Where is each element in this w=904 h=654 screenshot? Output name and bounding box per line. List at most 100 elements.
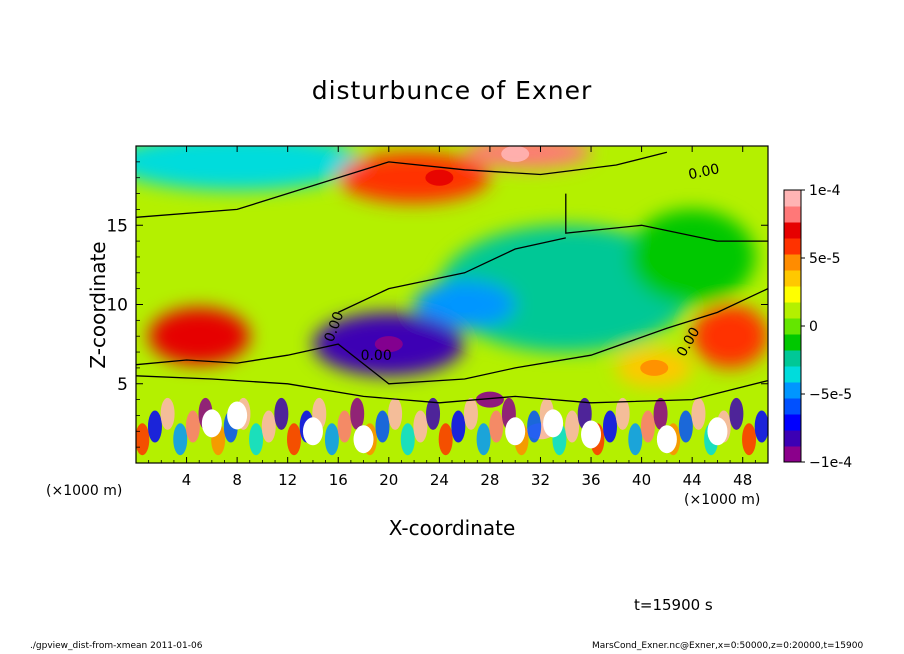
feature-point-1 [374,336,403,353]
surface-cell-41 [653,397,668,430]
surface-extreme-6 [581,420,602,449]
x-tick-label-2: 12 [278,471,297,489]
feature-point-6 [716,328,745,345]
feature-point-9 [475,391,504,408]
surface-cell-24 [438,423,453,456]
x-tick-label-9: 40 [632,471,651,489]
colorbar-segment-1 [784,430,801,447]
surface-extreme-2 [302,417,323,446]
surface-extreme-3 [353,425,374,454]
surface-cell-20 [388,397,403,430]
y-ticks: 5 10 15 [106,161,768,448]
surface-cell-4 [185,410,200,443]
surface-extreme-8 [707,417,728,446]
x-unit-label-left: (×1000 m) [46,483,123,499]
contour-label-0: 0.00 [687,161,721,183]
colorbar-segment-8 [784,318,801,335]
surface-cell-37 [603,410,617,443]
surface-cell-10 [261,410,276,443]
surface-extreme-0 [201,409,222,438]
time-annotation: t=15900 s [634,596,713,614]
surface-cell-19 [375,410,390,443]
surface-cell-16 [337,410,352,443]
colorbar-tick-label-4: −1e-4 [809,455,852,471]
y-tick-label-1: 10 [106,296,128,316]
contour-line-3 [136,288,768,385]
surface-cell-48 [742,423,757,456]
y-tick-label-2: 15 [106,216,128,236]
y-tick-label-0: 5 [117,375,128,395]
heatmap-region-5 [628,209,756,305]
colorbar-segment-14 [784,222,801,239]
surface-cell-12 [287,423,301,456]
contour-label-1: 0.00 [361,348,392,364]
surface-cell-0 [136,423,150,456]
x-tick-label-10: 44 [683,471,702,489]
colorbar-segment-7 [784,334,801,351]
x-unit-label-right: (×1000 m) [684,492,761,508]
surface-cell-40 [640,410,655,443]
x-ticks: 4 8 12 16 20 24 28 32 36 40 44 48 [148,146,756,489]
chart-title: disturbunce of Exner [311,76,593,105]
x-tick-label-7: 32 [531,471,550,489]
colorbar-tick-label-2: 0 [809,319,818,335]
contour-labels: 0.000.000.00 0.00 [322,161,721,364]
surface-cell-1 [147,410,162,443]
colorbar-segment-5 [784,366,801,383]
surface-cell-15 [324,423,339,456]
colorbar-segment-0 [784,446,801,463]
x-tick-label-6: 28 [480,471,499,489]
x-tick-label-0: 4 [182,471,192,489]
surface-cell-9 [249,423,264,456]
colorbar-segment-6 [784,350,801,367]
colorbar-tick-label-1: 5e-5 [809,251,840,267]
contour-line-2 [337,237,566,313]
colorbar-segment-2 [784,414,801,431]
surface-cell-39 [628,423,643,456]
surface-cell-49 [754,410,768,443]
colorbar-segment-4 [784,382,801,399]
x-tick-label-1: 8 [232,471,242,489]
feature-point-2 [450,296,479,313]
surface-cell-44 [691,397,706,430]
colorbar-segment-11 [784,270,801,287]
surface-cell-23 [426,397,441,430]
colorbar-segment-15 [784,206,801,223]
surface-extreme-1 [227,401,248,430]
colorbar-segment-3 [784,398,801,415]
surface-band [136,397,768,456]
contour-line-1 [565,193,768,242]
colorbar-segment-13 [784,238,801,255]
surface-cell-22 [413,410,428,443]
surface-cell-31 [527,410,542,443]
footer-right: MarsCond_Exner.nc@Exner,x=0:50000,z=0:20… [592,641,864,651]
contour-line-4 [136,375,768,404]
surface-cell-47 [729,397,744,430]
x-axis-label-text: X-coordinate [388,516,516,540]
x-axis-label: X-coordinate [0,516,904,540]
surface-cell-2 [160,397,175,430]
feature-point-3 [425,169,454,186]
surface-cell-34 [565,410,580,443]
surface-cell-43 [678,410,693,443]
contour-line-0 [136,151,668,218]
x-tick-label-5: 24 [430,471,449,489]
surface-cell-25 [451,410,466,443]
colorbar-segment-16 [784,190,801,207]
heatmap-area [136,146,768,463]
feature-point-7 [640,359,669,376]
heatmap-blobs [136,146,768,387]
surface-cell-21 [400,423,415,456]
colorbar-tick-label-3: −5e-5 [809,387,852,403]
colorbar-segment-12 [784,254,801,271]
x-tick-label-8: 36 [581,471,600,489]
colorbar: 1e-4 5e-5 0 −5e-5 −1e-4 [783,183,852,471]
x-tick-label-4: 20 [379,471,398,489]
footer-left: ./gpview_dist-from-xmean 2011-01-06 [30,641,203,651]
feature-point-4 [501,146,530,162]
x-tick-label-11: 48 [733,471,752,489]
colorbar-segment-9 [784,302,801,319]
colorbar-segment-10 [784,286,801,303]
surface-extreme-7 [656,425,677,454]
